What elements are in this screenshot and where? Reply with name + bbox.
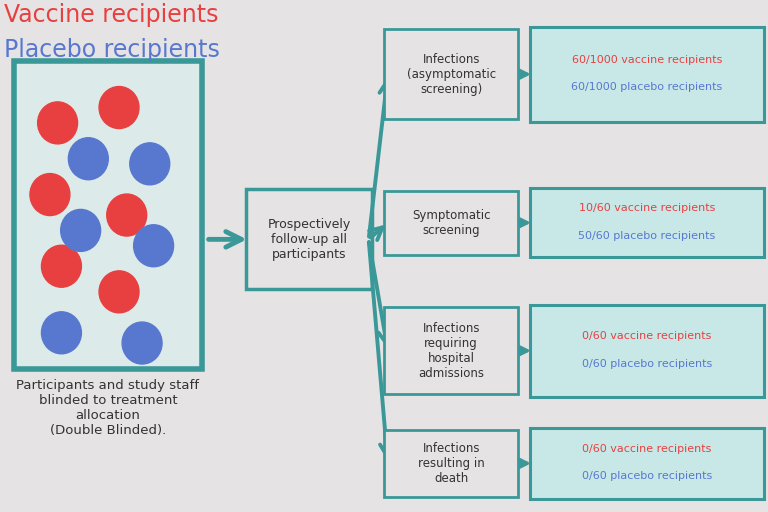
Ellipse shape bbox=[99, 271, 139, 313]
Ellipse shape bbox=[122, 322, 162, 364]
Text: Infections
requiring
hospital
admissions: Infections requiring hospital admissions bbox=[419, 322, 484, 380]
Ellipse shape bbox=[61, 209, 101, 251]
Ellipse shape bbox=[41, 245, 81, 287]
Ellipse shape bbox=[30, 174, 70, 216]
Text: Placebo recipients: Placebo recipients bbox=[4, 38, 220, 62]
FancyBboxPatch shape bbox=[384, 191, 518, 255]
Text: 60/1000 vaccine recipients: 60/1000 vaccine recipients bbox=[572, 55, 722, 65]
Ellipse shape bbox=[134, 225, 174, 267]
FancyBboxPatch shape bbox=[530, 305, 764, 397]
FancyBboxPatch shape bbox=[530, 188, 764, 258]
Text: 0/60 vaccine recipients: 0/60 vaccine recipients bbox=[582, 444, 712, 454]
Text: 0/60 vaccine recipients: 0/60 vaccine recipients bbox=[582, 331, 712, 342]
Text: 60/1000 placebo recipients: 60/1000 placebo recipients bbox=[571, 82, 723, 92]
Ellipse shape bbox=[41, 312, 81, 354]
Text: 50/60 placebo recipients: 50/60 placebo recipients bbox=[578, 230, 716, 241]
Text: Symptomatic
screening: Symptomatic screening bbox=[412, 209, 491, 237]
FancyBboxPatch shape bbox=[384, 29, 518, 119]
FancyBboxPatch shape bbox=[246, 189, 372, 289]
FancyBboxPatch shape bbox=[530, 27, 764, 122]
Text: Participants and study staff
blinded to treatment
allocation
(Double Blinded).: Participants and study staff blinded to … bbox=[16, 379, 200, 437]
FancyBboxPatch shape bbox=[14, 61, 202, 369]
Ellipse shape bbox=[130, 143, 170, 185]
Text: 0/60 placebo recipients: 0/60 placebo recipients bbox=[582, 358, 712, 369]
Ellipse shape bbox=[99, 87, 139, 129]
Text: 0/60 placebo recipients: 0/60 placebo recipients bbox=[582, 471, 712, 481]
Text: Vaccine recipients: Vaccine recipients bbox=[4, 3, 218, 27]
Ellipse shape bbox=[68, 138, 108, 180]
FancyBboxPatch shape bbox=[384, 430, 518, 497]
Text: 10/60 vaccine recipients: 10/60 vaccine recipients bbox=[579, 203, 715, 214]
FancyBboxPatch shape bbox=[530, 428, 764, 499]
FancyBboxPatch shape bbox=[384, 307, 518, 394]
Text: Infections
(asymptomatic
screening): Infections (asymptomatic screening) bbox=[406, 53, 496, 96]
Ellipse shape bbox=[38, 102, 78, 144]
Text: Infections
resulting in
death: Infections resulting in death bbox=[418, 442, 485, 485]
Ellipse shape bbox=[107, 194, 147, 236]
Text: Prospectively
follow-up all
participants: Prospectively follow-up all participants bbox=[267, 218, 351, 261]
